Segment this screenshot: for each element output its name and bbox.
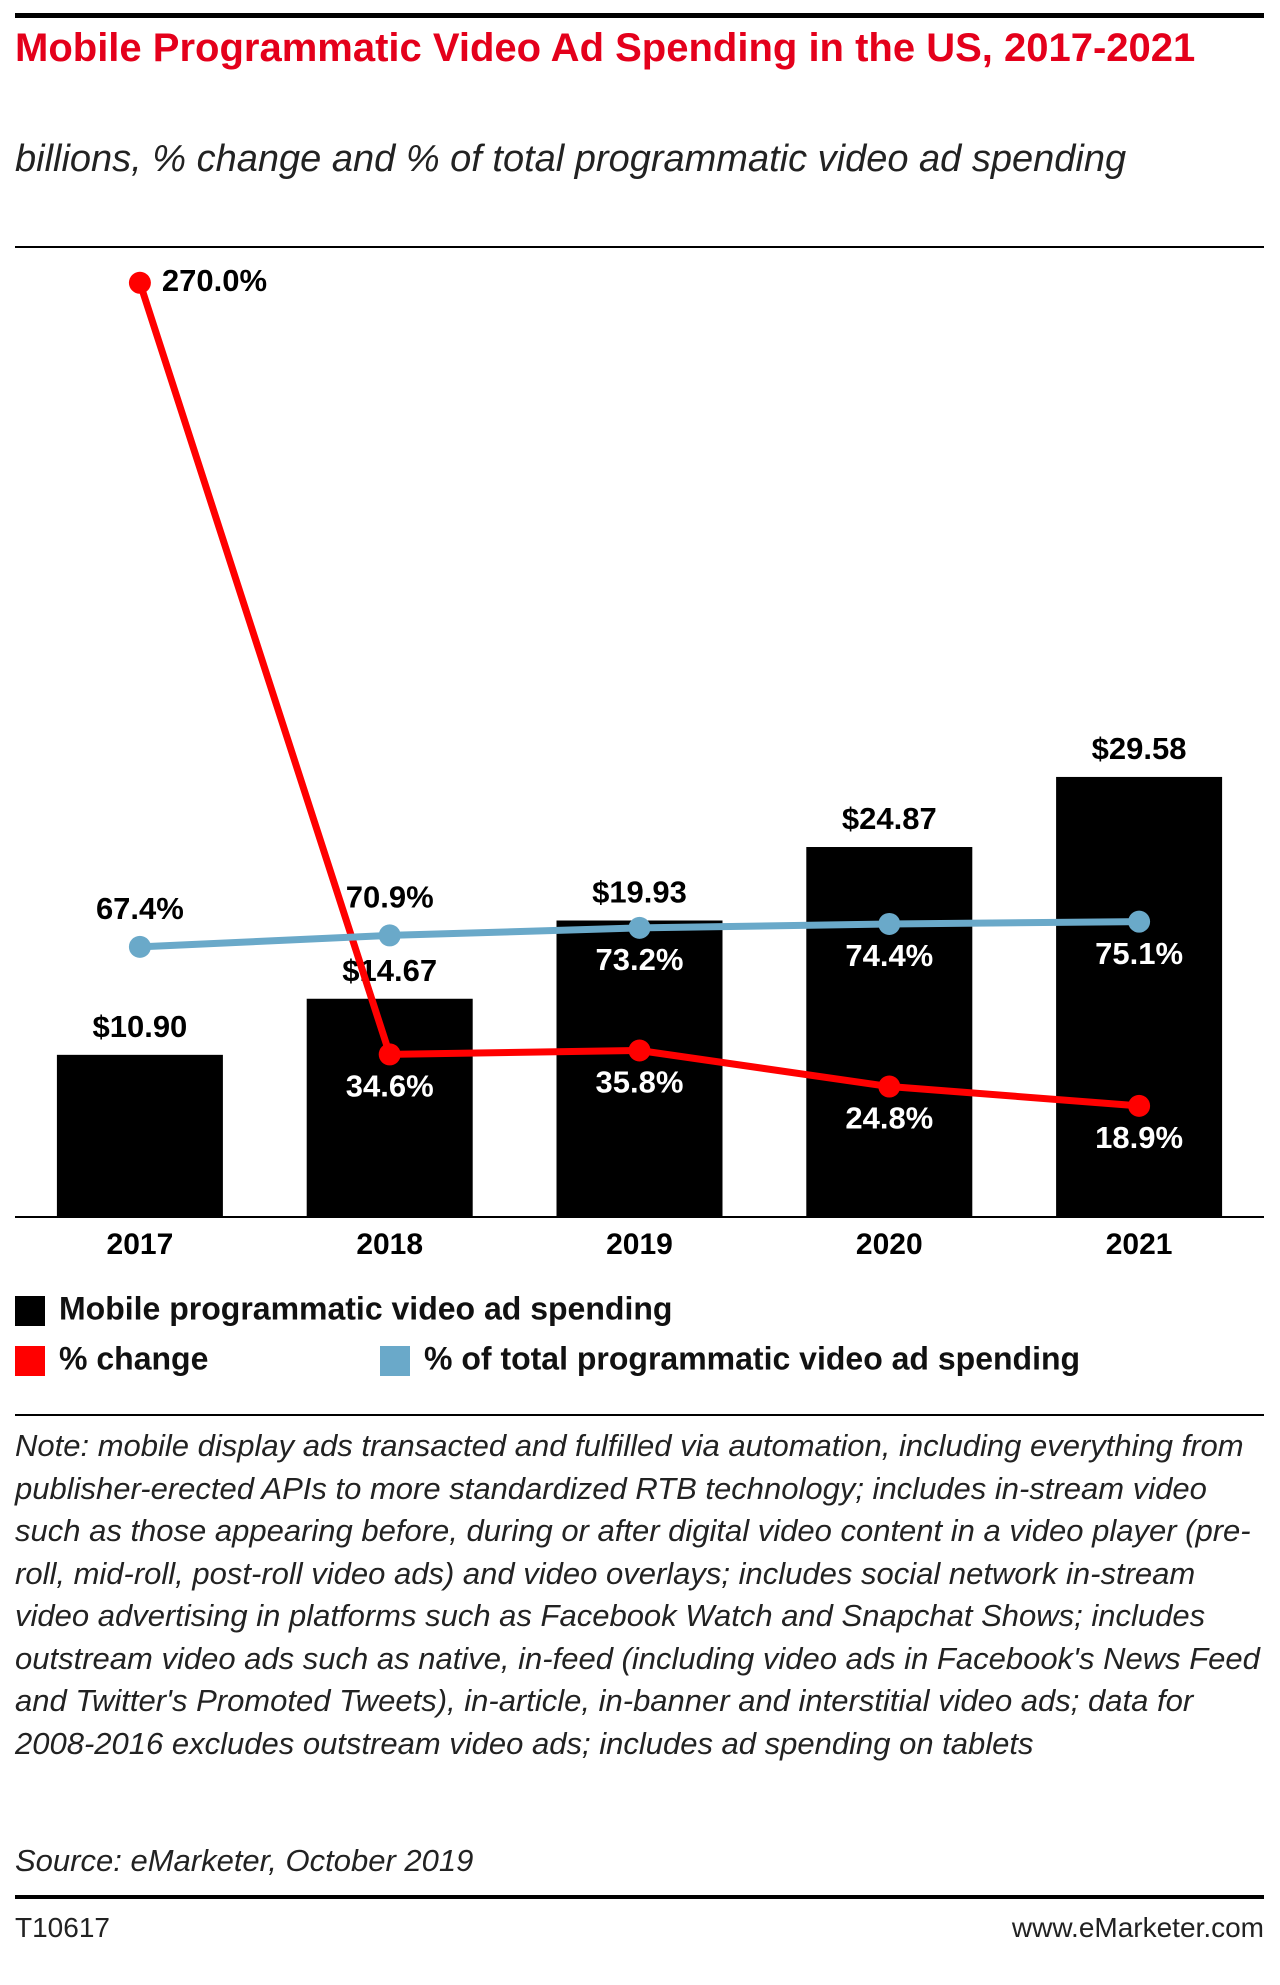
bar	[56, 1054, 223, 1217]
bar-value-label: $24.87	[842, 801, 937, 836]
note: Note: mobile display ads transacted and …	[15, 1428, 1260, 1761]
footer-rule	[15, 1895, 1264, 1899]
bar	[556, 920, 723, 1217]
legend-label: Mobile programmatic video ad spending	[59, 1290, 672, 1326]
x-tick-label: 2019	[606, 1228, 673, 1261]
top-rule	[15, 13, 1264, 18]
legend-swatch	[15, 1296, 45, 1326]
line-point	[378, 924, 401, 947]
x-tick-label: 2020	[856, 1228, 923, 1261]
line-value-label: 35.8%	[596, 1065, 684, 1100]
bar	[306, 998, 473, 1217]
brand: www.eMarketer.com	[1011, 1912, 1264, 1943]
line-value-label: 75.1%	[1095, 936, 1183, 971]
chart-id: T10617	[15, 1912, 110, 1943]
line-value-label: 34.6%	[346, 1069, 434, 1104]
legend-swatch	[15, 1346, 45, 1376]
bar-value-label: $10.90	[92, 1009, 187, 1044]
line-value-label: 67.4%	[96, 891, 184, 926]
line-value-label: 74.4%	[845, 938, 933, 973]
legend-label: % change	[59, 1340, 208, 1376]
bar-value-label: $29.58	[1092, 731, 1187, 766]
note-rule	[15, 1414, 1264, 1416]
chart: 2017 2018 2019 2020 2021$10.90$14.67$19.93$2…	[15, 263, 1264, 1376]
x-tick-label: 2018	[356, 1228, 423, 1261]
bar	[806, 847, 973, 1217]
chart-title: Mobile Programmatic Video Ad Spending in…	[15, 26, 1196, 70]
line-point	[128, 935, 151, 958]
line-point	[1128, 910, 1151, 933]
legend-swatch	[380, 1346, 410, 1376]
line-value-label: 24.8%	[845, 1101, 933, 1136]
line-value-label: 70.9%	[346, 880, 434, 915]
line-point	[378, 1043, 401, 1066]
line-point	[878, 1075, 901, 1098]
legend-label: % of total programmatic video ad spendin…	[424, 1340, 1080, 1376]
bar	[1056, 776, 1223, 1217]
x-tick-label: 2021	[1106, 1228, 1173, 1261]
line-value-label: 270.0%	[162, 263, 267, 298]
line-point	[628, 916, 651, 939]
source: Source: eMarketer, October 2019	[15, 1843, 474, 1878]
line-point	[878, 912, 901, 935]
line-point	[1128, 1094, 1151, 1117]
line-value-label: 73.2%	[596, 942, 684, 977]
line-value-label: 18.9%	[1095, 1120, 1183, 1155]
line-point	[128, 271, 151, 294]
chart-subtitle: billions, % change and % of total progra…	[15, 138, 1127, 180]
header-rule	[15, 246, 1264, 248]
bar-value-label: $19.93	[592, 875, 687, 910]
line-point	[628, 1039, 651, 1062]
x-tick-label: 2017	[107, 1228, 174, 1261]
